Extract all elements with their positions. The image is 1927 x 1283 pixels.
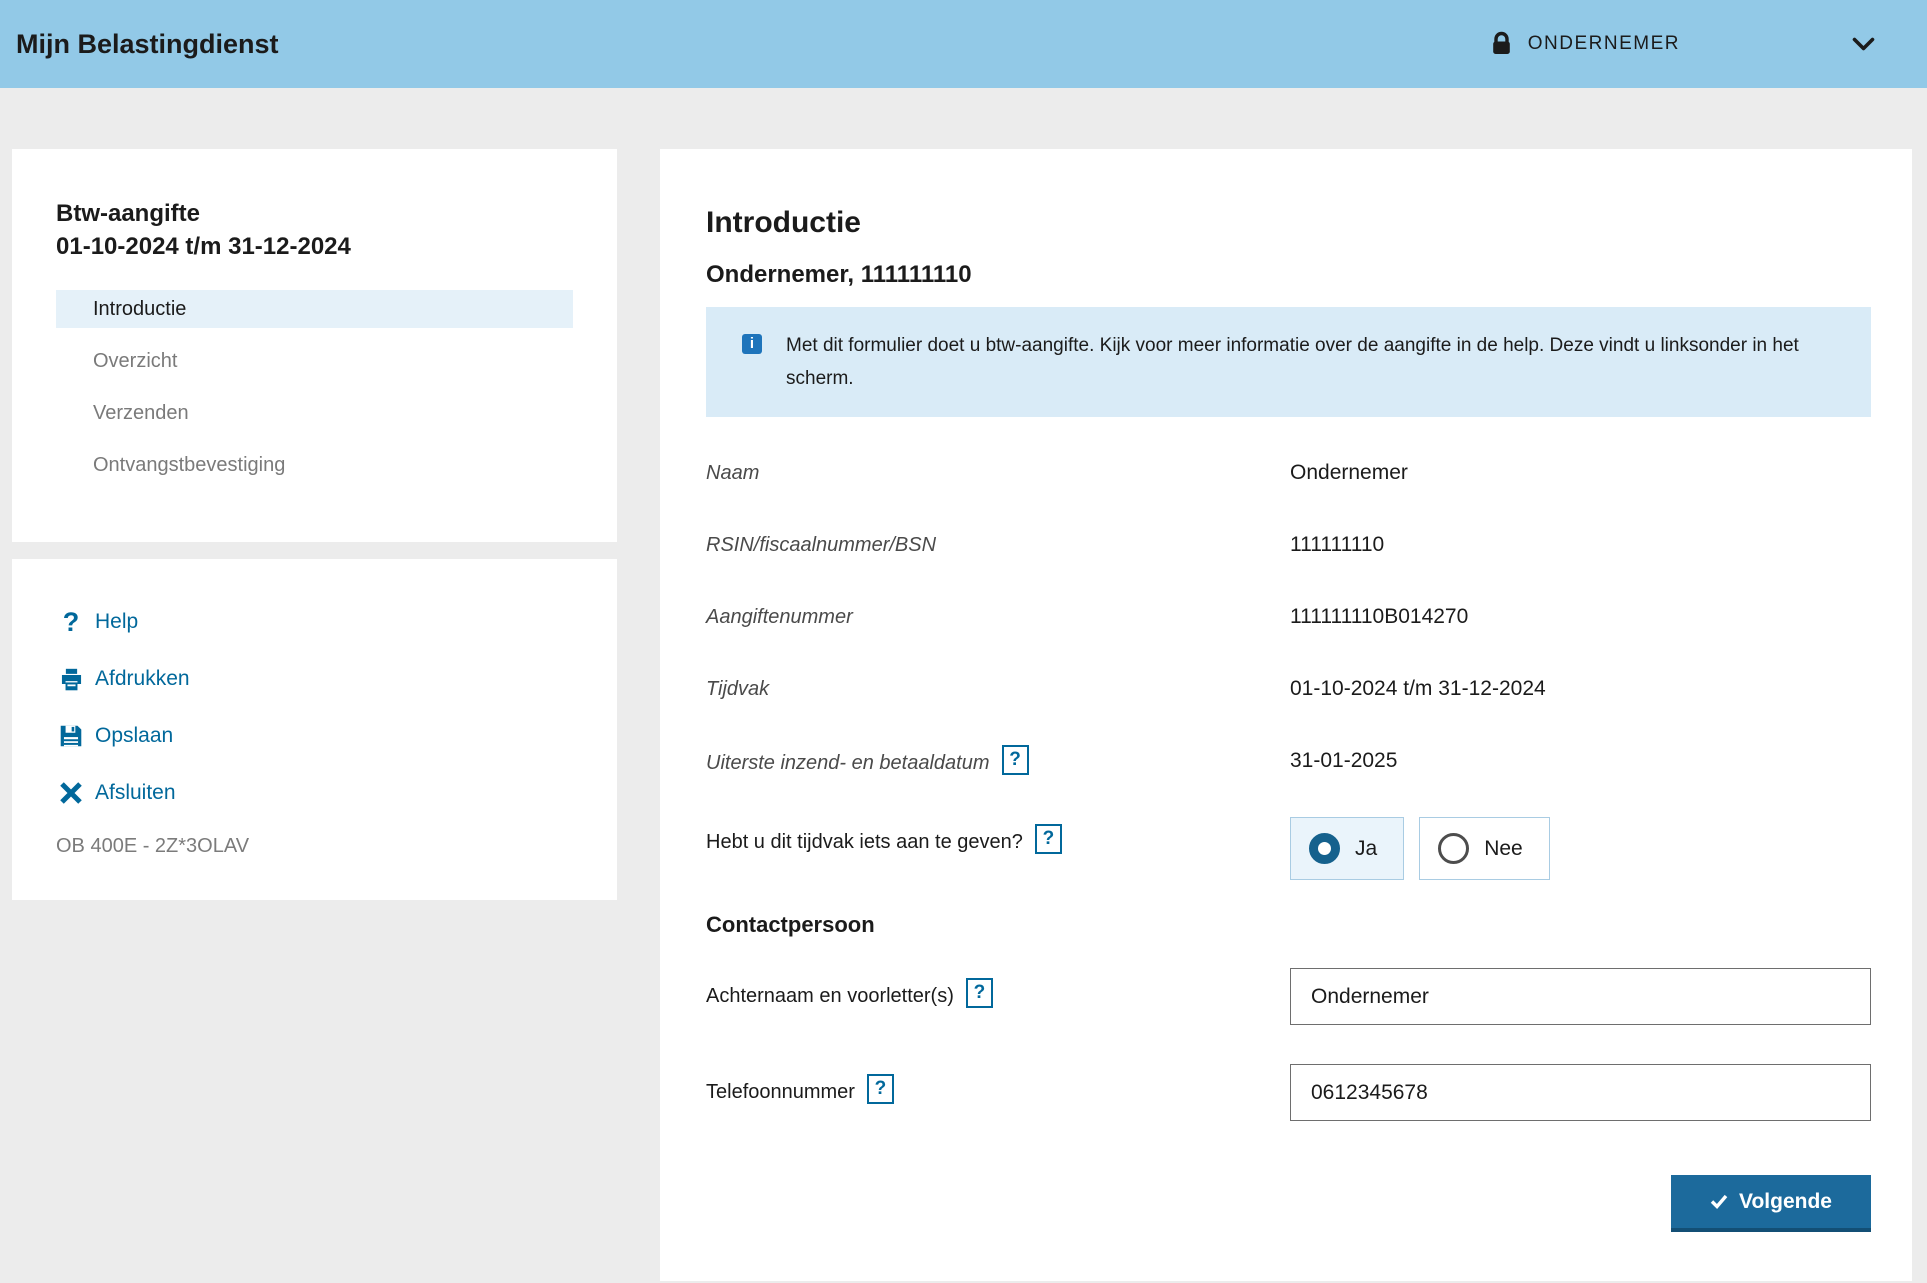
step-ontvangstbevestiging[interactable]: Ontvangstbevestiging [93, 454, 286, 476]
field-label: Tijdvak [706, 678, 770, 700]
printer-icon [56, 664, 86, 694]
print-link[interactable]: Afdrukken [56, 664, 573, 694]
save-link[interactable]: Opslaan [56, 721, 573, 751]
form-title-period: 01-10-2024 t/m 31-12-2024 [56, 233, 351, 260]
page-subtitle: Ondernemer, 111111110 [706, 261, 972, 288]
button-row: Volgende [706, 1175, 1871, 1281]
help-link-label: Help [95, 610, 139, 633]
option-ja[interactable]: Ja [1290, 817, 1405, 880]
step-introductie[interactable]: Introductie [56, 290, 573, 328]
field-value: 111111110B014270 [1290, 605, 1469, 628]
info-icon: i [742, 334, 762, 354]
contact-section-heading: Contactpersoon [706, 912, 875, 937]
question-label: Hebt u dit tijdvak iets aan te geven?? [706, 824, 1290, 858]
input-row-achternaam: Achternaam en voorletter(s)? [706, 968, 1871, 1025]
summary-fields: Naam Ondernemer RSIN/fiscaalnummer/BSN 1… [706, 461, 1871, 779]
telefoonnummer-input[interactable] [1290, 1064, 1871, 1121]
input-label: Achternaam en voorletter(s)? [706, 977, 1290, 1012]
input-label: Telefoonnummer? [706, 1073, 1290, 1108]
input-label-text: Achternaam en voorletter(s) [706, 984, 954, 1007]
volgende-button[interactable]: Volgende [1671, 1175, 1871, 1232]
option-label: Nee [1484, 836, 1523, 860]
field-row-naam: Naam Ondernemer [706, 461, 1871, 485]
print-link-label: Afdrukken [95, 667, 190, 690]
field-row-tijdvak: Tijdvak 01-10-2024 t/m 31-12-2024 [706, 677, 1871, 701]
field-row-aangiftenummer: Aangiftenummer 111111110B014270 [706, 605, 1871, 629]
form-title: Btw-aangifte 01-10-2024 t/m 31-12-2024 [56, 197, 573, 263]
lock-icon [1491, 31, 1512, 57]
close-link-label: Afsluiten [95, 781, 176, 804]
field-value: 111111110 [1290, 533, 1385, 556]
tools-card: ? Help Afdrukken [12, 559, 617, 900]
radio-unselected-icon[interactable] [1438, 833, 1470, 864]
chevron-down-icon[interactable] [1852, 37, 1875, 51]
help-link[interactable]: ? Help [56, 607, 573, 637]
field-value: 31-01-2025 [1290, 749, 1398, 772]
check-icon [1710, 1194, 1728, 1209]
help-icon[interactable]: ? [1034, 824, 1062, 854]
role-label: ONDERNEMER [1527, 33, 1680, 54]
info-banner: i Met dit formulier doet u btw-aangifte.… [706, 307, 1871, 417]
wizard-steps-card: Btw-aangifte 01-10-2024 t/m 31-12-2024 I… [12, 149, 617, 542]
field-row-rsin: RSIN/fiscaalnummer/BSN 111111110 [706, 533, 1871, 557]
achternaam-input[interactable] [1290, 968, 1871, 1025]
step-overzicht[interactable]: Overzicht [93, 350, 178, 372]
sidebar: Btw-aangifte 01-10-2024 t/m 31-12-2024 I… [12, 149, 617, 900]
radio-group: Ja Nee [1290, 817, 1550, 880]
option-label: Ja [1355, 836, 1378, 860]
help-icon[interactable]: ? [866, 1073, 894, 1104]
top-bar: Mijn Belastingdienst ONDERNEMER [0, 0, 1927, 88]
close-icon [56, 778, 86, 808]
app-title: Mijn Belastingdienst [16, 28, 279, 59]
form-title-name: Btw-aangifte [56, 200, 200, 227]
field-row-uiterste-datum: Uiterste inzend- en betaaldatum? 31-01-2… [706, 745, 1871, 779]
field-label: Aangiftenummer [706, 606, 853, 628]
question-row: Hebt u dit tijdvak iets aan te geven?? J… [706, 817, 1871, 880]
main-panel: Introductie Ondernemer, 111111110 i Met … [660, 149, 1912, 1281]
field-label-text: Uiterste inzend- en betaaldatum [706, 752, 990, 774]
input-label-text: Telefoonnummer [706, 1080, 855, 1103]
volgende-button-label: Volgende [1739, 1189, 1832, 1213]
field-value: Ondernemer [1290, 461, 1408, 484]
step-verzenden[interactable]: Verzenden [93, 402, 189, 424]
field-label: Uiterste inzend- en betaaldatum? [706, 745, 1290, 779]
input-row-telefoon: Telefoonnummer? [706, 1064, 1871, 1121]
page-title: Introductie [706, 206, 861, 239]
close-link[interactable]: Afsluiten [56, 778, 573, 808]
save-icon [56, 721, 86, 751]
radio-selected-icon[interactable] [1309, 833, 1340, 864]
role-switcher[interactable]: ONDERNEMER [1491, 31, 1875, 57]
option-nee[interactable]: Nee [1419, 817, 1550, 880]
help-icon[interactable]: ? [1001, 745, 1029, 775]
question-icon: ? [62, 606, 80, 637]
field-label: Naam [706, 462, 760, 484]
page-body: Btw-aangifte 01-10-2024 t/m 31-12-2024 I… [0, 88, 1927, 1283]
field-label: RSIN/fiscaalnummer/BSN [706, 534, 937, 556]
info-banner-text: Met dit formulier doet u btw-aangifte. K… [786, 335, 1799, 389]
help-icon[interactable]: ? [965, 977, 993, 1008]
question-label-text: Hebt u dit tijdvak iets aan te geven? [706, 831, 1023, 853]
form-code: OB 400E - 2Z*3OLAV [56, 835, 250, 857]
save-link-label: Opslaan [95, 724, 174, 747]
field-value: 01-10-2024 t/m 31-12-2024 [1290, 677, 1546, 700]
